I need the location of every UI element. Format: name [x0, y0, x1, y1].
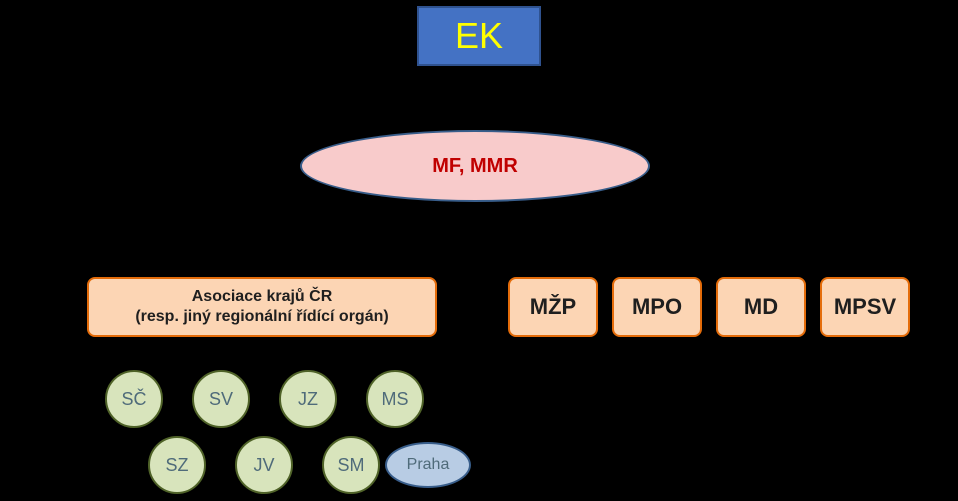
region-circle-sz: SZ: [148, 436, 206, 494]
region-label: MS: [382, 389, 409, 410]
mf-mmr-label: MF, MMR: [432, 155, 518, 178]
ministry-box-mžp: MŽP: [508, 277, 598, 337]
region-label: JZ: [298, 389, 318, 410]
region-circle-ms: MS: [366, 370, 424, 428]
ministry-label: MD: [744, 294, 778, 320]
ministry-label: MPSV: [834, 294, 896, 320]
region-circle-jv: JV: [235, 436, 293, 494]
region-label: JV: [253, 455, 274, 476]
region-label: SV: [209, 389, 233, 410]
association-line2: (resp. jiný regionální řídící orgán): [135, 307, 388, 327]
region-label: SM: [338, 455, 365, 476]
association-line1: Asociace krajů ČR: [192, 287, 333, 307]
ministry-box-md: MD: [716, 277, 806, 337]
region-circle-jz: JZ: [279, 370, 337, 428]
region-label: SZ: [165, 455, 188, 476]
ek-box: EK: [417, 6, 541, 66]
ministry-box-mpo: MPO: [612, 277, 702, 337]
praha-label: Praha: [407, 456, 450, 474]
ministry-box-mpsv: MPSV: [820, 277, 910, 337]
region-circle-sv: SV: [192, 370, 250, 428]
ministry-label: MŽP: [530, 294, 576, 320]
region-label: SČ: [121, 389, 146, 410]
region-circle-sm: SM: [322, 436, 380, 494]
ek-label: EK: [455, 15, 503, 57]
region-circle-sč: SČ: [105, 370, 163, 428]
praha-ellipse: Praha: [385, 442, 471, 488]
association-box: Asociace krajů ČR(resp. jiný regionální …: [87, 277, 437, 337]
ministry-label: MPO: [632, 294, 682, 320]
mf-mmr-ellipse: MF, MMR: [300, 130, 650, 202]
